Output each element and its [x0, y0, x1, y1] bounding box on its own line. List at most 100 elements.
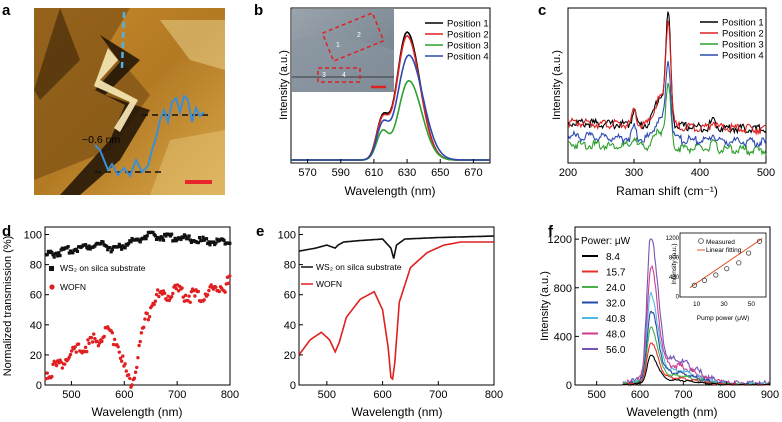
legend-e: WS₂ on silca substrate WOFN — [301, 262, 402, 289]
y-e-tick-label: 60 — [284, 290, 296, 302]
data-point — [57, 251, 61, 255]
data-point — [83, 345, 88, 350]
data-point — [83, 243, 88, 247]
data-point — [120, 247, 124, 251]
x-b-tick-label: 630 — [398, 167, 416, 179]
x-f-tick-label: 800 — [717, 389, 735, 401]
data-point — [67, 251, 71, 255]
y-ticks-f: 0 400 800 1200 — [548, 234, 579, 392]
x-d-tick-label: 700 — [168, 389, 186, 401]
data-point — [117, 242, 121, 246]
legend-label: 24.0 — [606, 283, 626, 294]
inset-y-tick: 0 — [676, 295, 680, 301]
data-point — [211, 287, 216, 291]
x-ticks-d: 500 600 700 800 — [62, 381, 239, 401]
data-point — [211, 240, 216, 244]
data-point — [135, 365, 139, 370]
data-point — [161, 238, 166, 242]
data-point — [153, 299, 158, 303]
data-point — [222, 238, 226, 243]
inset-label-3: 3 — [322, 72, 326, 79]
data-point — [208, 243, 212, 247]
series-line — [567, 61, 767, 148]
inset-point — [713, 272, 719, 278]
legend-label: Position 4 — [722, 51, 764, 62]
data-point — [214, 241, 218, 245]
data-point — [51, 253, 55, 257]
legend-label: Position 2 — [447, 30, 489, 41]
data-point — [172, 239, 176, 243]
data-point — [110, 248, 114, 252]
x-e-tick-label: 600 — [373, 389, 391, 401]
data-point — [101, 240, 105, 244]
data-point — [108, 246, 112, 250]
legend-label: Position 1 — [447, 19, 489, 30]
data-point — [187, 294, 191, 298]
y-d-tick-label: 40 — [30, 320, 42, 332]
inset-point — [701, 277, 708, 283]
data-point — [127, 241, 131, 246]
legend-label: 32.0 — [606, 299, 626, 310]
data-point — [62, 362, 67, 366]
data-point — [116, 345, 120, 349]
data-point — [71, 251, 75, 255]
data-point — [157, 294, 161, 299]
inset-x-tick: 50 — [748, 301, 756, 308]
data-point — [187, 234, 191, 238]
x-e-tick-label: 500 — [318, 389, 336, 401]
data-point — [164, 234, 168, 238]
y-ticks-e: 0 20 40 60 80 100 — [278, 230, 303, 392]
afm-height-annotation: ~0.6 nm — [82, 134, 120, 146]
data-point — [116, 245, 120, 249]
data-point — [66, 245, 70, 249]
data-point — [130, 383, 134, 387]
data-point — [121, 244, 125, 248]
inset-fit-line — [689, 238, 763, 289]
data-point — [76, 342, 81, 346]
data-point — [118, 356, 123, 360]
inset-x-tick: 10 — [693, 301, 701, 308]
x-f-tick-label: 900 — [761, 389, 779, 401]
data-point — [54, 363, 59, 368]
data-point — [74, 350, 78, 354]
legend-e-ws2: WS₂ on silca substrate — [316, 262, 402, 272]
plot-frame-b — [290, 7, 491, 164]
data-point — [123, 362, 127, 366]
legend-d-wofn: WOFN — [60, 282, 86, 292]
y-axis-label-b: Intensity (a.u.) — [278, 50, 290, 120]
legend-label: Position 1 — [722, 18, 764, 29]
data-point — [214, 285, 218, 289]
data-point — [146, 318, 151, 322]
data-point — [138, 240, 142, 244]
y-f-tick-label: 800 — [554, 283, 572, 295]
data-point — [59, 248, 63, 252]
data-point — [54, 251, 59, 255]
data-point — [104, 244, 109, 248]
x-d-tick-label: 500 — [62, 389, 80, 401]
legend-d-ws2: WS₂ on silca substrate — [60, 263, 146, 273]
panel-label-b: b — [254, 2, 263, 19]
data-point — [143, 317, 147, 321]
plot-frame-d — [44, 226, 231, 386]
data-point — [100, 339, 104, 344]
data-point — [96, 344, 101, 348]
inset-y-tick: 400 — [669, 275, 680, 281]
legend-label: 15.7 — [606, 268, 626, 279]
data-point — [90, 340, 95, 344]
data-point — [73, 345, 77, 349]
data-point — [196, 240, 200, 245]
legend-label: Position 2 — [722, 29, 764, 40]
y-d-tick-label: 20 — [30, 350, 42, 362]
data-point — [145, 311, 149, 316]
data-point — [145, 234, 149, 238]
data-point — [92, 332, 96, 336]
data-point — [162, 291, 167, 295]
data-point — [205, 293, 210, 297]
data-point — [118, 244, 123, 249]
inset-point — [756, 238, 763, 244]
data-point — [112, 337, 117, 342]
data-point — [99, 242, 103, 246]
data-point — [186, 236, 190, 240]
